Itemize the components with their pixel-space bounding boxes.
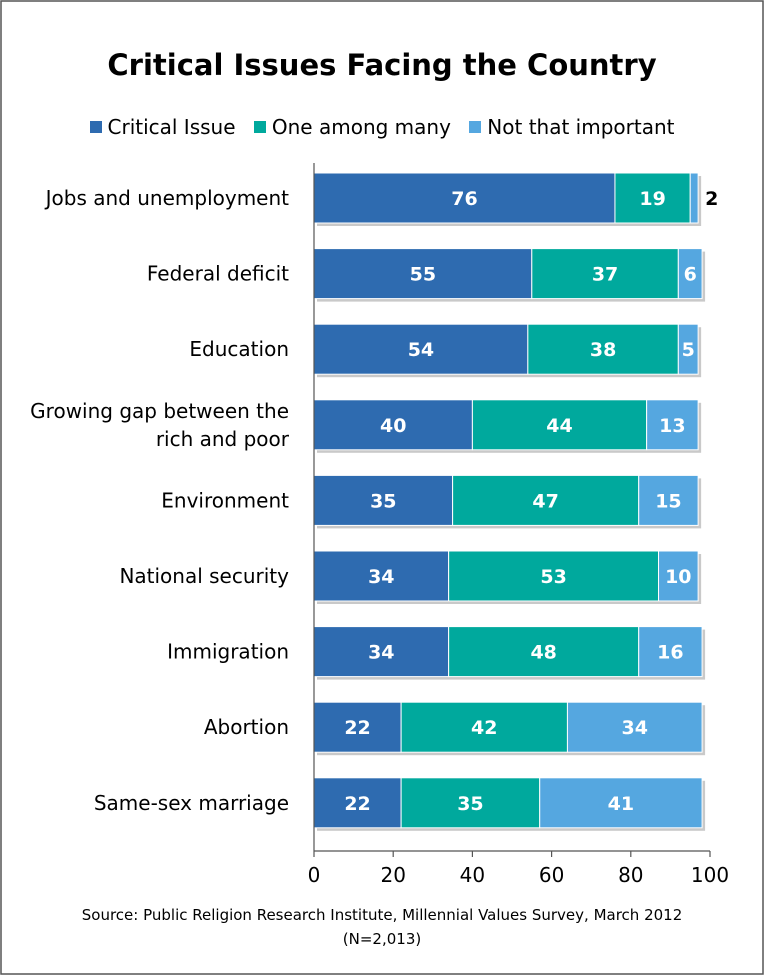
data-label: 48 <box>530 642 556 664</box>
category-label: Abortion <box>204 715 289 739</box>
category-label-line: National security <box>119 564 289 588</box>
data-label: 22 <box>344 793 370 815</box>
data-label: 10 <box>665 566 691 588</box>
data-label: 15 <box>655 490 681 512</box>
legend-item-not-that-important: Not that important <box>469 115 674 139</box>
legend-label: One among many <box>271 115 451 139</box>
data-label: 47 <box>532 490 558 512</box>
category-label-line: Immigration <box>167 640 289 664</box>
legend-item-one-among-many: One among many <box>253 115 451 139</box>
category-label-line: Jobs and unemployment <box>44 186 290 210</box>
bar-segment <box>677 248 703 300</box>
bar-segment <box>677 323 699 375</box>
data-label: 41 <box>608 793 634 815</box>
bar-segment <box>689 172 699 224</box>
bar-segment <box>646 399 699 451</box>
bar-segment <box>448 550 660 602</box>
data-label: 44 <box>546 415 572 437</box>
bar-segment <box>400 701 568 753</box>
category-label-line: Abortion <box>204 715 289 739</box>
bar-segment <box>527 323 679 375</box>
bar-segment <box>400 777 541 829</box>
category-label: National security <box>119 564 289 588</box>
category-label-line: Education <box>189 337 289 361</box>
category-label-line: Federal deficit <box>147 262 289 286</box>
legend-label: Not that important <box>487 115 675 139</box>
data-label: 5 <box>682 339 695 361</box>
category-label: Federal deficit <box>147 262 289 286</box>
data-label: 22 <box>344 717 370 739</box>
data-label: 34 <box>368 566 394 588</box>
data-label: 42 <box>471 717 497 739</box>
x-tick-label: 80 <box>618 863 643 887</box>
bar-segment <box>638 474 699 526</box>
data-label: 34 <box>368 642 394 664</box>
bar-segment <box>539 777 703 829</box>
bar-segment <box>313 550 450 602</box>
bar-segment <box>313 399 473 451</box>
category-label-line: Environment <box>161 488 289 512</box>
data-label: 35 <box>370 490 396 512</box>
bar-segment <box>313 323 529 375</box>
bar-segment <box>313 474 454 526</box>
category-label-line: rich and poor <box>156 427 290 451</box>
x-tick-label: 0 <box>308 863 321 887</box>
source-text: Source: Public Religion Research Institu… <box>81 906 683 924</box>
data-label: 35 <box>457 793 483 815</box>
legend-swatch-critical-issue <box>89 121 102 133</box>
category-label-line: Growing gap between the <box>30 399 289 423</box>
bar-segment <box>448 626 640 678</box>
legend-swatch-not-that-important <box>469 121 482 133</box>
bar-segment <box>313 777 402 829</box>
chart-source: Source: Public Religion Research Institu… <box>0 903 764 951</box>
legend-label: Critical Issue <box>107 115 236 139</box>
bar-segment <box>313 701 402 753</box>
category-label: Same-sex marriage <box>94 791 289 815</box>
x-tick-label: 20 <box>380 863 405 887</box>
data-label: 76 <box>451 188 477 210</box>
category-label-line: Same-sex marriage <box>94 791 289 815</box>
data-label: 34 <box>622 717 648 739</box>
bar-segment <box>452 474 640 526</box>
data-label: 53 <box>540 566 566 588</box>
chart-title: Critical Issues Facing the Country <box>107 48 657 82</box>
data-label: 38 <box>590 339 616 361</box>
data-label: 6 <box>684 264 697 286</box>
sample-size-note: (N=2,013) <box>342 930 422 948</box>
data-label: 55 <box>410 264 436 286</box>
x-tick-label: 40 <box>460 863 485 887</box>
category-label: Jobs and unemployment <box>44 186 290 210</box>
legend-item-critical-issue: Critical Issue <box>89 115 236 139</box>
chart-legend: Critical Issue One among many Not that i… <box>0 115 764 139</box>
data-label: 19 <box>639 188 665 210</box>
data-label: 40 <box>380 415 406 437</box>
data-label: 2 <box>705 188 718 210</box>
category-label: Environment <box>161 488 289 512</box>
category-label: Growing gap between the rich and poor <box>30 399 290 451</box>
bar-segment <box>566 701 703 753</box>
data-label: 37 <box>592 264 618 286</box>
bar-segment <box>658 550 699 602</box>
data-label: 54 <box>408 339 434 361</box>
bar-segment <box>614 172 691 224</box>
data-label: 13 <box>659 415 685 437</box>
data-label: 16 <box>657 642 683 664</box>
x-tick-label: 60 <box>539 863 564 887</box>
bar-segment <box>638 626 703 678</box>
category-label: Immigration <box>167 640 289 664</box>
category-label: Education <box>189 337 289 361</box>
legend-swatch-one-among-many <box>253 121 266 133</box>
x-tick-label: 100 <box>691 863 729 887</box>
